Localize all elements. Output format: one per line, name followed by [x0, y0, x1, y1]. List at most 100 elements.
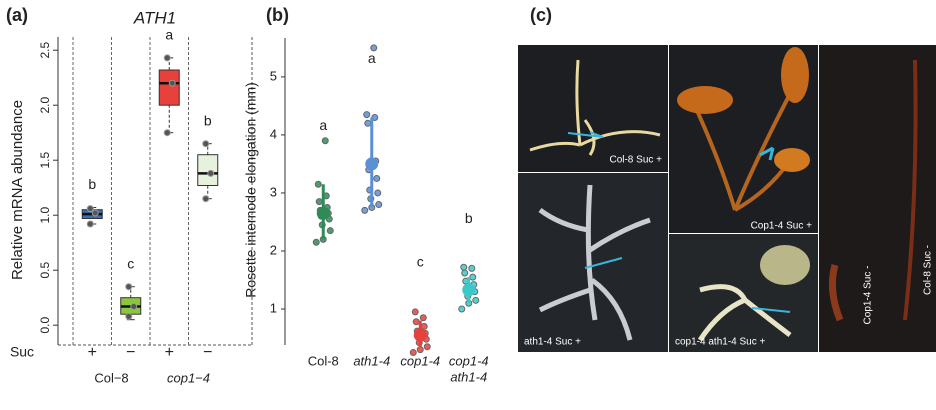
y-tick-label: 2 — [270, 242, 277, 257]
y-tick-label: 1.5 — [38, 152, 52, 169]
photo-caption: ath1-4 Suc + — [524, 337, 581, 348]
photo-caption: Col-8 Suc + — [609, 155, 662, 166]
point — [375, 201, 383, 209]
point — [411, 308, 419, 316]
y-tick-label: 0.5 — [38, 262, 52, 279]
point — [207, 169, 215, 177]
point — [125, 312, 133, 320]
seedling — [828, 264, 844, 322]
photo-caption: cop1-4 ath1-4 Suc + — [675, 337, 765, 348]
x-row-label: Suc — [10, 344, 34, 360]
x-tick-label: − — [203, 344, 212, 361]
seedling — [538, 184, 651, 341]
y-tick-label: 0.0 — [38, 317, 52, 334]
point — [91, 209, 99, 217]
point — [315, 198, 323, 206]
point — [373, 174, 381, 182]
panel-label: (b) — [266, 5, 289, 25]
y-tick-label: 1 — [270, 300, 277, 315]
photo-caption: Cop1-4 Suc + — [751, 221, 813, 232]
x-tick-label: cop1-4 — [400, 353, 440, 368]
x-tick-label: cop1-4 — [449, 353, 489, 368]
significance-letter: b — [204, 112, 212, 128]
point — [326, 227, 334, 235]
box — [197, 154, 219, 186]
leaf — [781, 47, 809, 103]
point — [412, 318, 420, 326]
x-tick-label: + — [165, 344, 174, 361]
x-tick-label: Col-8 — [308, 353, 339, 368]
point — [312, 238, 320, 246]
point — [416, 346, 424, 354]
x-tick-label: − — [126, 344, 135, 361]
significance-letter: a — [368, 50, 376, 66]
group-label: cop1−4 — [167, 370, 210, 385]
point — [363, 111, 371, 119]
point — [472, 296, 480, 304]
significance-letter: b — [465, 210, 473, 226]
arrow — [751, 307, 791, 313]
photo — [518, 173, 668, 352]
point — [202, 195, 210, 203]
significance-letter: a — [165, 27, 173, 43]
y-tick-label: 5 — [270, 68, 277, 83]
x-tick-label: + — [88, 344, 97, 361]
point — [321, 137, 329, 145]
point — [409, 349, 417, 357]
point — [130, 303, 138, 310]
point — [370, 44, 378, 52]
point — [168, 79, 176, 87]
panel-label: (c) — [530, 5, 552, 25]
y-tick-label: 3 — [270, 184, 277, 199]
point — [460, 263, 468, 271]
box — [158, 69, 180, 106]
y-tick-label: 2.0 — [38, 97, 52, 114]
point — [420, 322, 428, 330]
seedling — [903, 59, 918, 321]
point — [163, 129, 171, 137]
arrow — [584, 257, 623, 269]
point — [458, 305, 466, 313]
point — [314, 180, 322, 188]
point — [461, 269, 469, 277]
photo-caption: Col-8 Suc - — [923, 245, 934, 295]
point — [423, 343, 431, 351]
x-tick-label: ath1-4 — [353, 353, 390, 368]
point — [419, 314, 427, 322]
leaf — [760, 245, 810, 285]
point — [468, 264, 476, 272]
seedling — [697, 284, 792, 342]
leaf — [774, 148, 810, 172]
point — [374, 189, 382, 197]
mean-marker — [462, 283, 476, 297]
significance-letter: a — [319, 117, 327, 133]
significance-letter: b — [88, 176, 96, 192]
y-tick-label: 4 — [270, 126, 277, 141]
x-tick-label: ath1-4 — [450, 369, 487, 384]
point — [86, 205, 94, 213]
significance-letter: c — [127, 255, 134, 271]
point — [469, 273, 477, 281]
point — [125, 283, 133, 291]
arrowhead — [759, 146, 775, 161]
photo — [518, 45, 668, 172]
seedling — [529, 59, 661, 156]
point — [202, 140, 210, 148]
chart-title: ATH1 — [133, 8, 176, 27]
leaf — [677, 86, 733, 114]
point — [364, 119, 372, 127]
mean-marker — [316, 206, 330, 220]
point — [86, 220, 94, 228]
mean-marker — [365, 157, 379, 171]
point — [361, 206, 369, 214]
y-tick-label: 2.5 — [38, 42, 52, 59]
significance-letter: c — [417, 253, 424, 269]
photo-caption: Cop1-4 Suc - — [863, 266, 874, 325]
photo-panel: Col-8 Suc + Cop1-4 Suc + ath1-4 Suc + co… — [518, 45, 936, 352]
mean-marker — [413, 328, 427, 342]
y-tick-label: 1.0 — [38, 207, 52, 224]
y-axis-label: Relative mRNA abundance — [9, 100, 26, 280]
group-label: Col−8 — [94, 370, 128, 385]
panel-label: (a) — [6, 5, 28, 25]
